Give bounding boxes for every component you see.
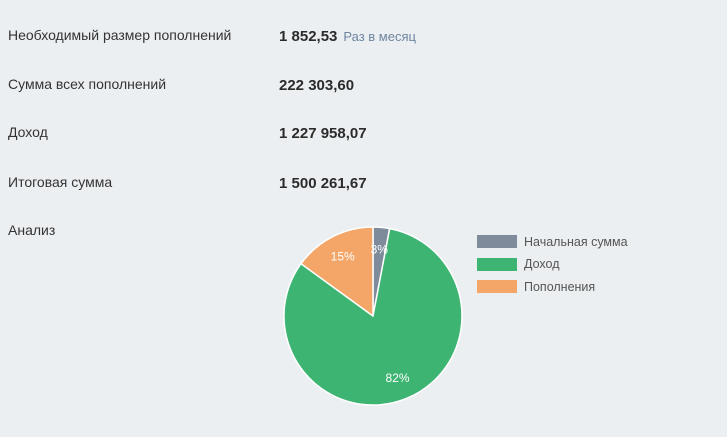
income-value: 1 227 958,07: [279, 125, 367, 142]
required-topup-label: Необходимый размер пополнений: [8, 27, 232, 43]
total-topups-label: Сумма всех пополнений: [8, 76, 167, 92]
legend-item-topups[interactable]: Пополнения: [477, 279, 628, 294]
pie-slice-topups[interactable]: [300, 226, 374, 317]
legend-item-initial[interactable]: Начальная сумма: [477, 234, 628, 249]
legend-label-topups: Пополнения: [524, 279, 596, 294]
pie-label-initial: 3%: [371, 243, 389, 257]
pie-label-topups: 15%: [331, 250, 355, 264]
legend-swatch-income: [477, 257, 517, 271]
total-topups-value: 222 303,60: [279, 77, 355, 94]
legend-item-income[interactable]: Доход: [477, 257, 628, 272]
final-amount-label: Итоговая сумма: [8, 174, 113, 190]
final-amount-value: 1 500 261,67: [279, 175, 367, 192]
legend-swatch-initial: [477, 235, 517, 248]
required-topup-value: 1 852,53 Раз в месяц: [279, 28, 416, 45]
legend-swatch-topups: [477, 280, 517, 293]
analysis-label: Анализ: [8, 222, 56, 238]
required-topup-amount: 1 852,53: [279, 28, 338, 45]
legend-label-income: Доход: [524, 257, 560, 271]
topup-frequency: Раз в месяц: [343, 29, 416, 44]
income-label: Доход: [8, 124, 48, 140]
pie-label-income: 82%: [386, 371, 410, 385]
pie-slice-income[interactable]: [283, 227, 463, 406]
legend-label-initial: Начальная сумма: [524, 234, 628, 249]
chart-legend: Начальная сумма Доход Пополнения: [477, 234, 628, 302]
